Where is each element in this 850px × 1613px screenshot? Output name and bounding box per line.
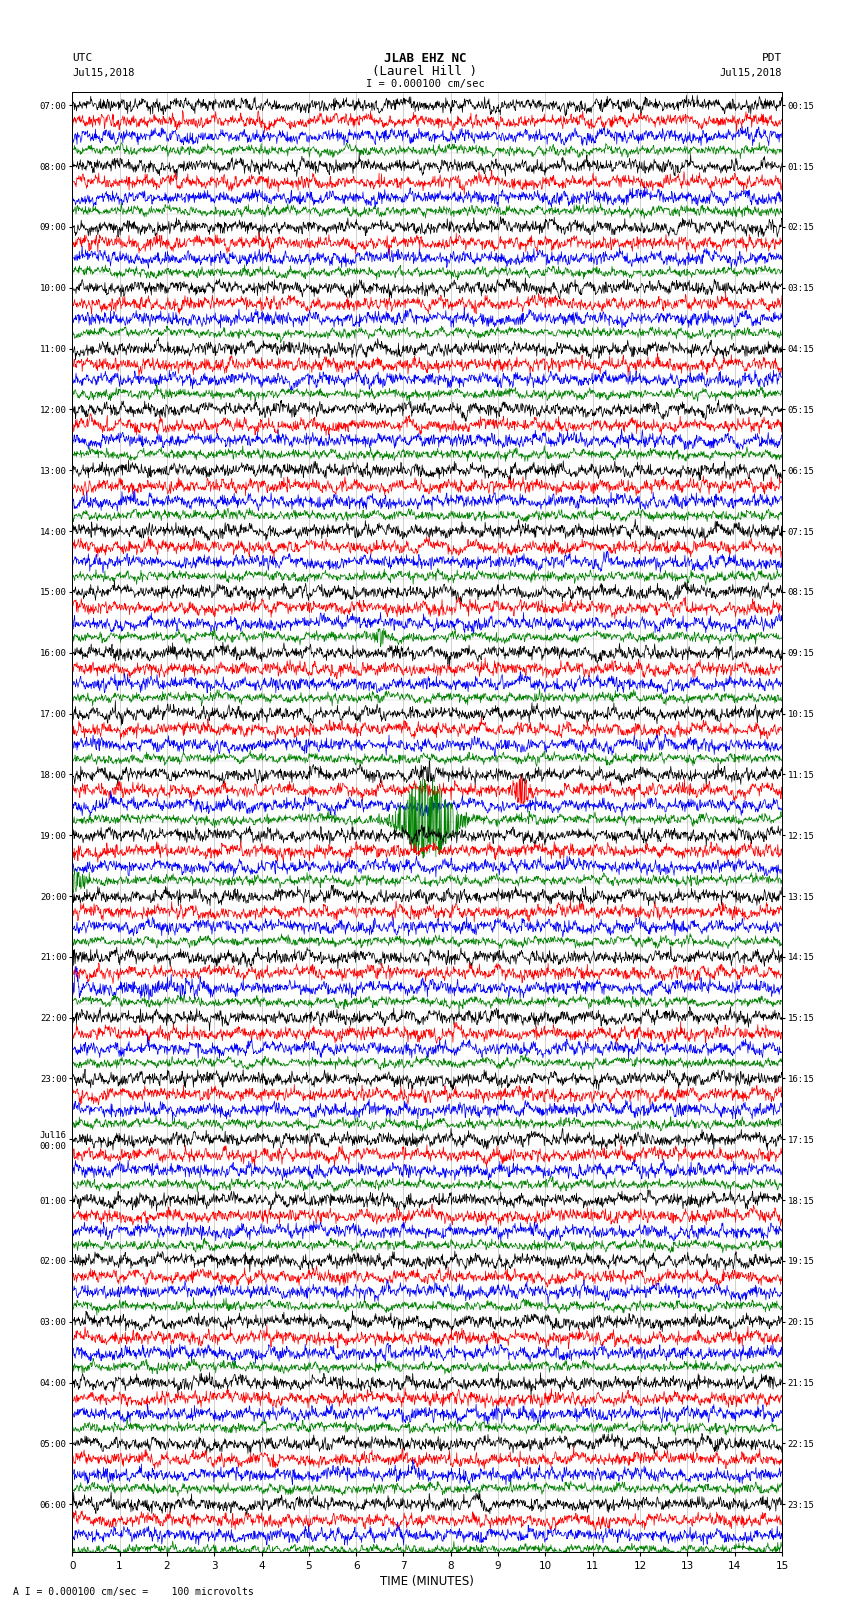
Text: PDT: PDT: [762, 53, 782, 63]
Text: Jul15,2018: Jul15,2018: [719, 68, 782, 77]
Text: Jul15,2018: Jul15,2018: [72, 68, 135, 77]
Text: JLAB EHZ NC: JLAB EHZ NC: [383, 52, 467, 65]
Text: I = 0.000100 cm/sec: I = 0.000100 cm/sec: [366, 79, 484, 89]
X-axis label: TIME (MINUTES): TIME (MINUTES): [380, 1574, 474, 1587]
Text: UTC: UTC: [72, 53, 93, 63]
Text: A I = 0.000100 cm/sec =    100 microvolts: A I = 0.000100 cm/sec = 100 microvolts: [13, 1587, 253, 1597]
Text: (Laurel Hill ): (Laurel Hill ): [372, 65, 478, 77]
